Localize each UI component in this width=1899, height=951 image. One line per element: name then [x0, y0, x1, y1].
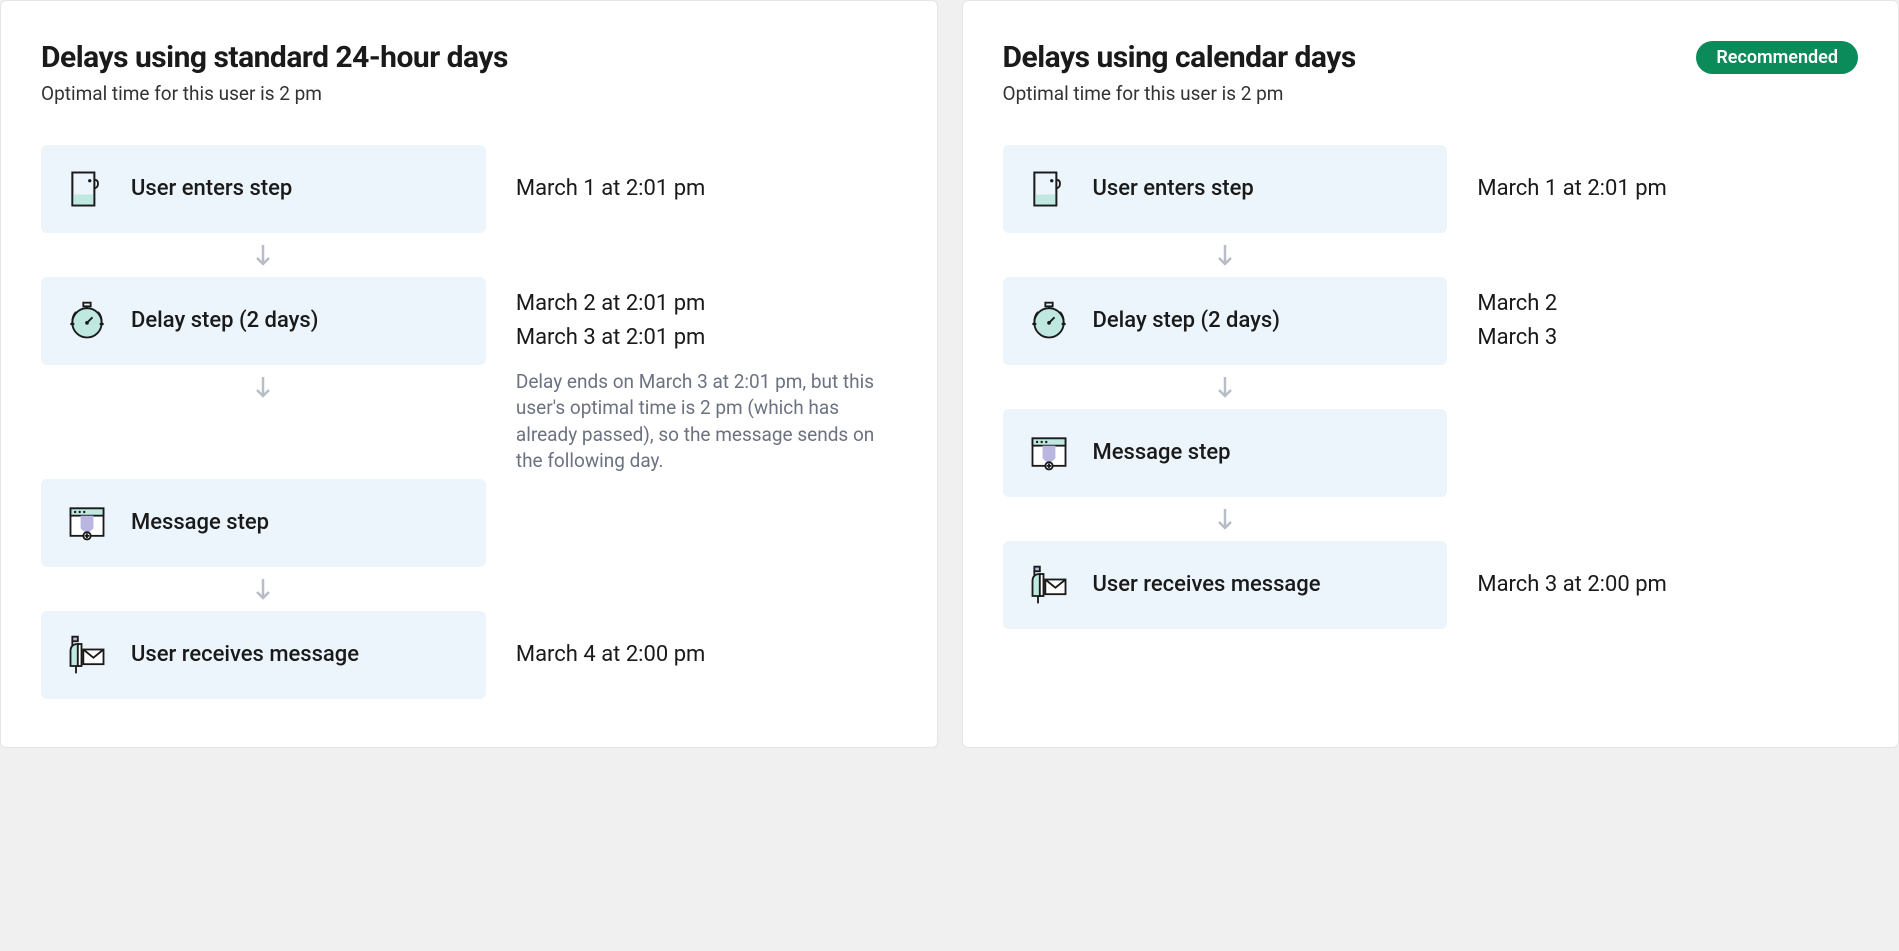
flow-row-enter: User enters step March 1 at 2:01 pm [41, 145, 897, 233]
step-label: User receives message [1093, 572, 1321, 597]
flow-row-message: Message step [1003, 409, 1859, 497]
panel-subtitle: Optimal time for this user is 2 pm [41, 82, 508, 105]
step-receive: User receives message [1003, 541, 1448, 629]
step-label: Message step [131, 510, 269, 535]
arrow-down-icon [41, 365, 486, 409]
recommended-badge: Recommended [1696, 41, 1858, 74]
step-delay: Delay step (2 days) [1003, 277, 1448, 365]
step-detail: March 3 at 2:00 pm [1477, 541, 1858, 629]
flow-row-receive: User receives message March 4 at 2:00 pm [41, 611, 897, 699]
step-label: User enters step [131, 176, 292, 201]
arrow-down-icon [41, 233, 486, 277]
panel-title: Delays using standard 24-hour days [41, 41, 508, 76]
step-detail: March 1 at 2:01 pm [1477, 145, 1858, 233]
step-message: Message step [41, 479, 486, 567]
message-icon [1025, 429, 1073, 477]
arrow-down-icon [1003, 365, 1448, 409]
panel-title: Delays using calendar days [1003, 41, 1356, 76]
step-message: Message step [1003, 409, 1448, 497]
step-label: User enters step [1093, 176, 1254, 201]
step-detail: March 2 at 2:01 pm March 3 at 2:01 pm [516, 277, 897, 365]
step-label: Delay step (2 days) [131, 308, 318, 333]
panel-subtitle: Optimal time for this user is 2 pm [1003, 82, 1356, 105]
timer-icon [1025, 297, 1073, 345]
step-receive: User receives message [41, 611, 486, 699]
step-label: Delay step (2 days) [1093, 308, 1280, 333]
mailbox-icon [63, 631, 111, 679]
panel-header: Delays using standard 24-hour days Optim… [41, 41, 897, 105]
arrow-down-icon [1003, 497, 1448, 541]
arrow-down-icon [1003, 233, 1448, 277]
comparison-wrapper: Delays using standard 24-hour days Optim… [0, 0, 1899, 748]
panel-standard-days: Delays using standard 24-hour days Optim… [0, 0, 938, 748]
flow-row-delay: Delay step (2 days) March 2 March 3 [1003, 277, 1859, 365]
step-detail: March 4 at 2:00 pm [516, 611, 897, 699]
flow-row-enter: User enters step March 1 at 2:01 pm [1003, 145, 1859, 233]
step-detail: March 2 March 3 [1477, 277, 1858, 365]
step-delay: Delay step (2 days) [41, 277, 486, 365]
mailbox-icon [1025, 561, 1073, 609]
step-detail: March 1 at 2:01 pm [516, 145, 897, 233]
user-icon [63, 165, 111, 213]
step-enter: User enters step [1003, 145, 1448, 233]
timer-icon [63, 297, 111, 345]
step-label: Message step [1093, 440, 1231, 465]
panel-header: Delays using calendar days Optimal time … [1003, 41, 1859, 105]
delay-note: Delay ends on March 3 at 2:01 pm, but th… [516, 369, 897, 475]
step-enter: User enters step [41, 145, 486, 233]
flow-row-delay: Delay step (2 days) March 2 at 2:01 pm M… [41, 277, 897, 365]
flow-row-message: Message step [41, 479, 897, 567]
step-label: User receives message [131, 642, 359, 667]
message-icon [63, 499, 111, 547]
panel-calendar-days: Delays using calendar days Optimal time … [962, 0, 1899, 748]
flow-row-receive: User receives message March 3 at 2:00 pm [1003, 541, 1859, 629]
arrow-down-icon [41, 567, 486, 611]
user-icon [1025, 165, 1073, 213]
